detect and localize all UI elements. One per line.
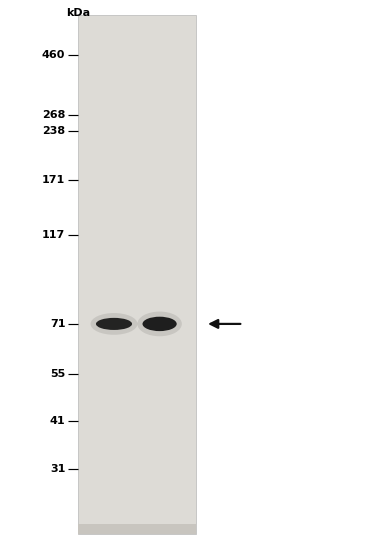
Ellipse shape — [90, 313, 138, 335]
Text: 71: 71 — [50, 319, 65, 329]
Bar — [78, 524, 196, 534]
Text: 41: 41 — [50, 416, 65, 426]
FancyArrowPatch shape — [211, 320, 241, 328]
Ellipse shape — [96, 318, 132, 330]
Ellipse shape — [142, 317, 177, 331]
Text: 117: 117 — [42, 230, 65, 240]
Text: kDa: kDa — [66, 8, 90, 18]
Text: 238: 238 — [42, 126, 65, 136]
Text: 31: 31 — [50, 464, 65, 474]
Text: 268: 268 — [42, 110, 65, 120]
Ellipse shape — [138, 312, 182, 336]
Text: 55: 55 — [50, 369, 65, 379]
Text: 171: 171 — [42, 175, 65, 185]
Bar — [78, 15, 196, 534]
Text: 460: 460 — [42, 50, 65, 60]
